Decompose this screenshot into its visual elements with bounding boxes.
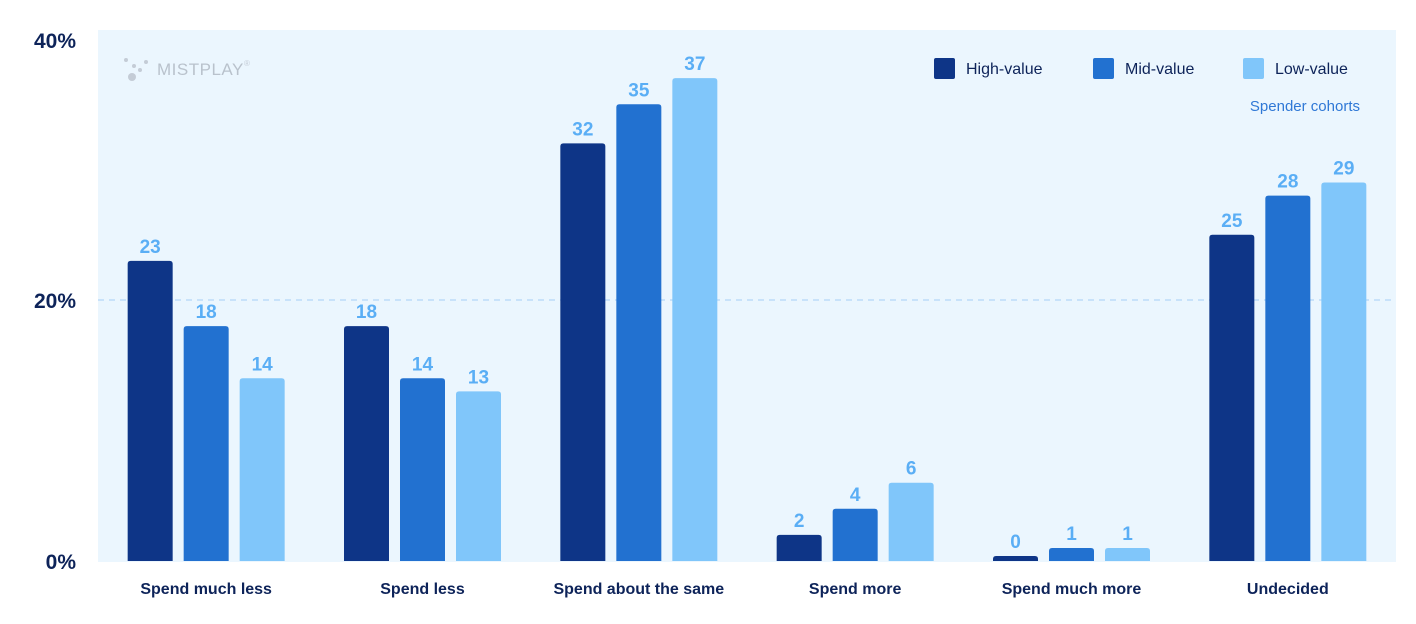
legend-swatch-high-value: [934, 58, 955, 79]
bar-high-value-2: [560, 143, 606, 561]
data-label: 28: [1277, 172, 1298, 193]
bar-low-value-2: [672, 78, 718, 562]
data-label: 1: [1122, 524, 1133, 545]
brand-name: MISTPLAY: [157, 60, 244, 79]
data-label: 37: [684, 54, 705, 75]
bar-mid-value-3: [832, 508, 878, 561]
bar-mid-value-4: [1049, 547, 1094, 561]
data-label: 14: [252, 354, 274, 375]
bar-high-value-1: [344, 326, 389, 561]
bars: 23 18 14 18 14 13 32 35 37 2 4 6 0 1 1 25 28 29: [127, 54, 1367, 562]
y-tick-label: 20%: [34, 290, 76, 313]
legend: High-value Mid-value Low-value Spender coho…: [934, 58, 1360, 115]
data-label: 18: [196, 302, 217, 323]
bar-low-value-3: [888, 482, 934, 561]
data-label: 23: [140, 237, 161, 258]
legend-swatch-low-value: [1243, 58, 1264, 79]
y-tick-label: 0%: [46, 551, 77, 574]
logo-dot: [138, 68, 142, 72]
data-label: 13: [468, 367, 489, 388]
data-label: 18: [356, 302, 377, 323]
bar-high-value-4: [993, 556, 1038, 561]
bar-low-value-0: [239, 378, 285, 561]
logo-dot: [128, 73, 136, 81]
data-label: 32: [572, 119, 593, 140]
bar-mid-value-0: [183, 326, 229, 561]
x-axis: Spend much less Spend less Spend about the…: [140, 581, 1328, 598]
bar-mid-value-2: [616, 104, 662, 561]
data-label: 25: [1221, 211, 1243, 232]
y-axis: 0% 20% 40%: [34, 30, 76, 574]
legend-label: Mid-value: [1125, 61, 1194, 78]
logo-dot: [124, 58, 128, 62]
x-tick-label: Spend more: [809, 581, 902, 598]
data-label: 1: [1066, 524, 1077, 545]
x-tick-label: Spend about the same: [553, 581, 724, 598]
data-label: 14: [412, 354, 434, 375]
bar-low-value-5: [1321, 182, 1367, 562]
data-label: 2: [794, 511, 805, 532]
data-label: 35: [628, 80, 650, 101]
legend-title: Spender cohorts: [1250, 98, 1360, 115]
bar-mid-value-5: [1265, 195, 1311, 561]
brand-logo: MISTPLAY ®: [124, 58, 250, 81]
data-label: 0: [1010, 532, 1021, 553]
legend-label: Low-value: [1275, 61, 1348, 78]
data-label: 4: [850, 485, 861, 506]
x-tick-label: Spend less: [380, 581, 465, 598]
bar-mid-value-1: [400, 378, 445, 561]
x-tick-label: Undecided: [1247, 581, 1329, 598]
logo-dot: [144, 60, 148, 64]
logo-dot: [132, 64, 136, 68]
data-label: 6: [906, 459, 917, 480]
bar-low-value-4: [1105, 547, 1150, 561]
legend-swatch-mid-value: [1093, 58, 1114, 79]
x-tick-label: Spend much less: [140, 581, 272, 598]
bar-high-value-5: [1209, 234, 1255, 561]
bar-high-value-3: [776, 534, 822, 561]
x-tick-label: Spend much more: [1002, 581, 1142, 598]
bar-high-value-0: [127, 260, 173, 561]
bar-low-value-1: [456, 391, 501, 561]
y-tick-label: 40%: [34, 30, 76, 53]
legend-label: High-value: [966, 61, 1043, 78]
brand-mark: ®: [244, 59, 250, 68]
data-label: 29: [1333, 159, 1354, 180]
plot-area: [98, 30, 1396, 562]
